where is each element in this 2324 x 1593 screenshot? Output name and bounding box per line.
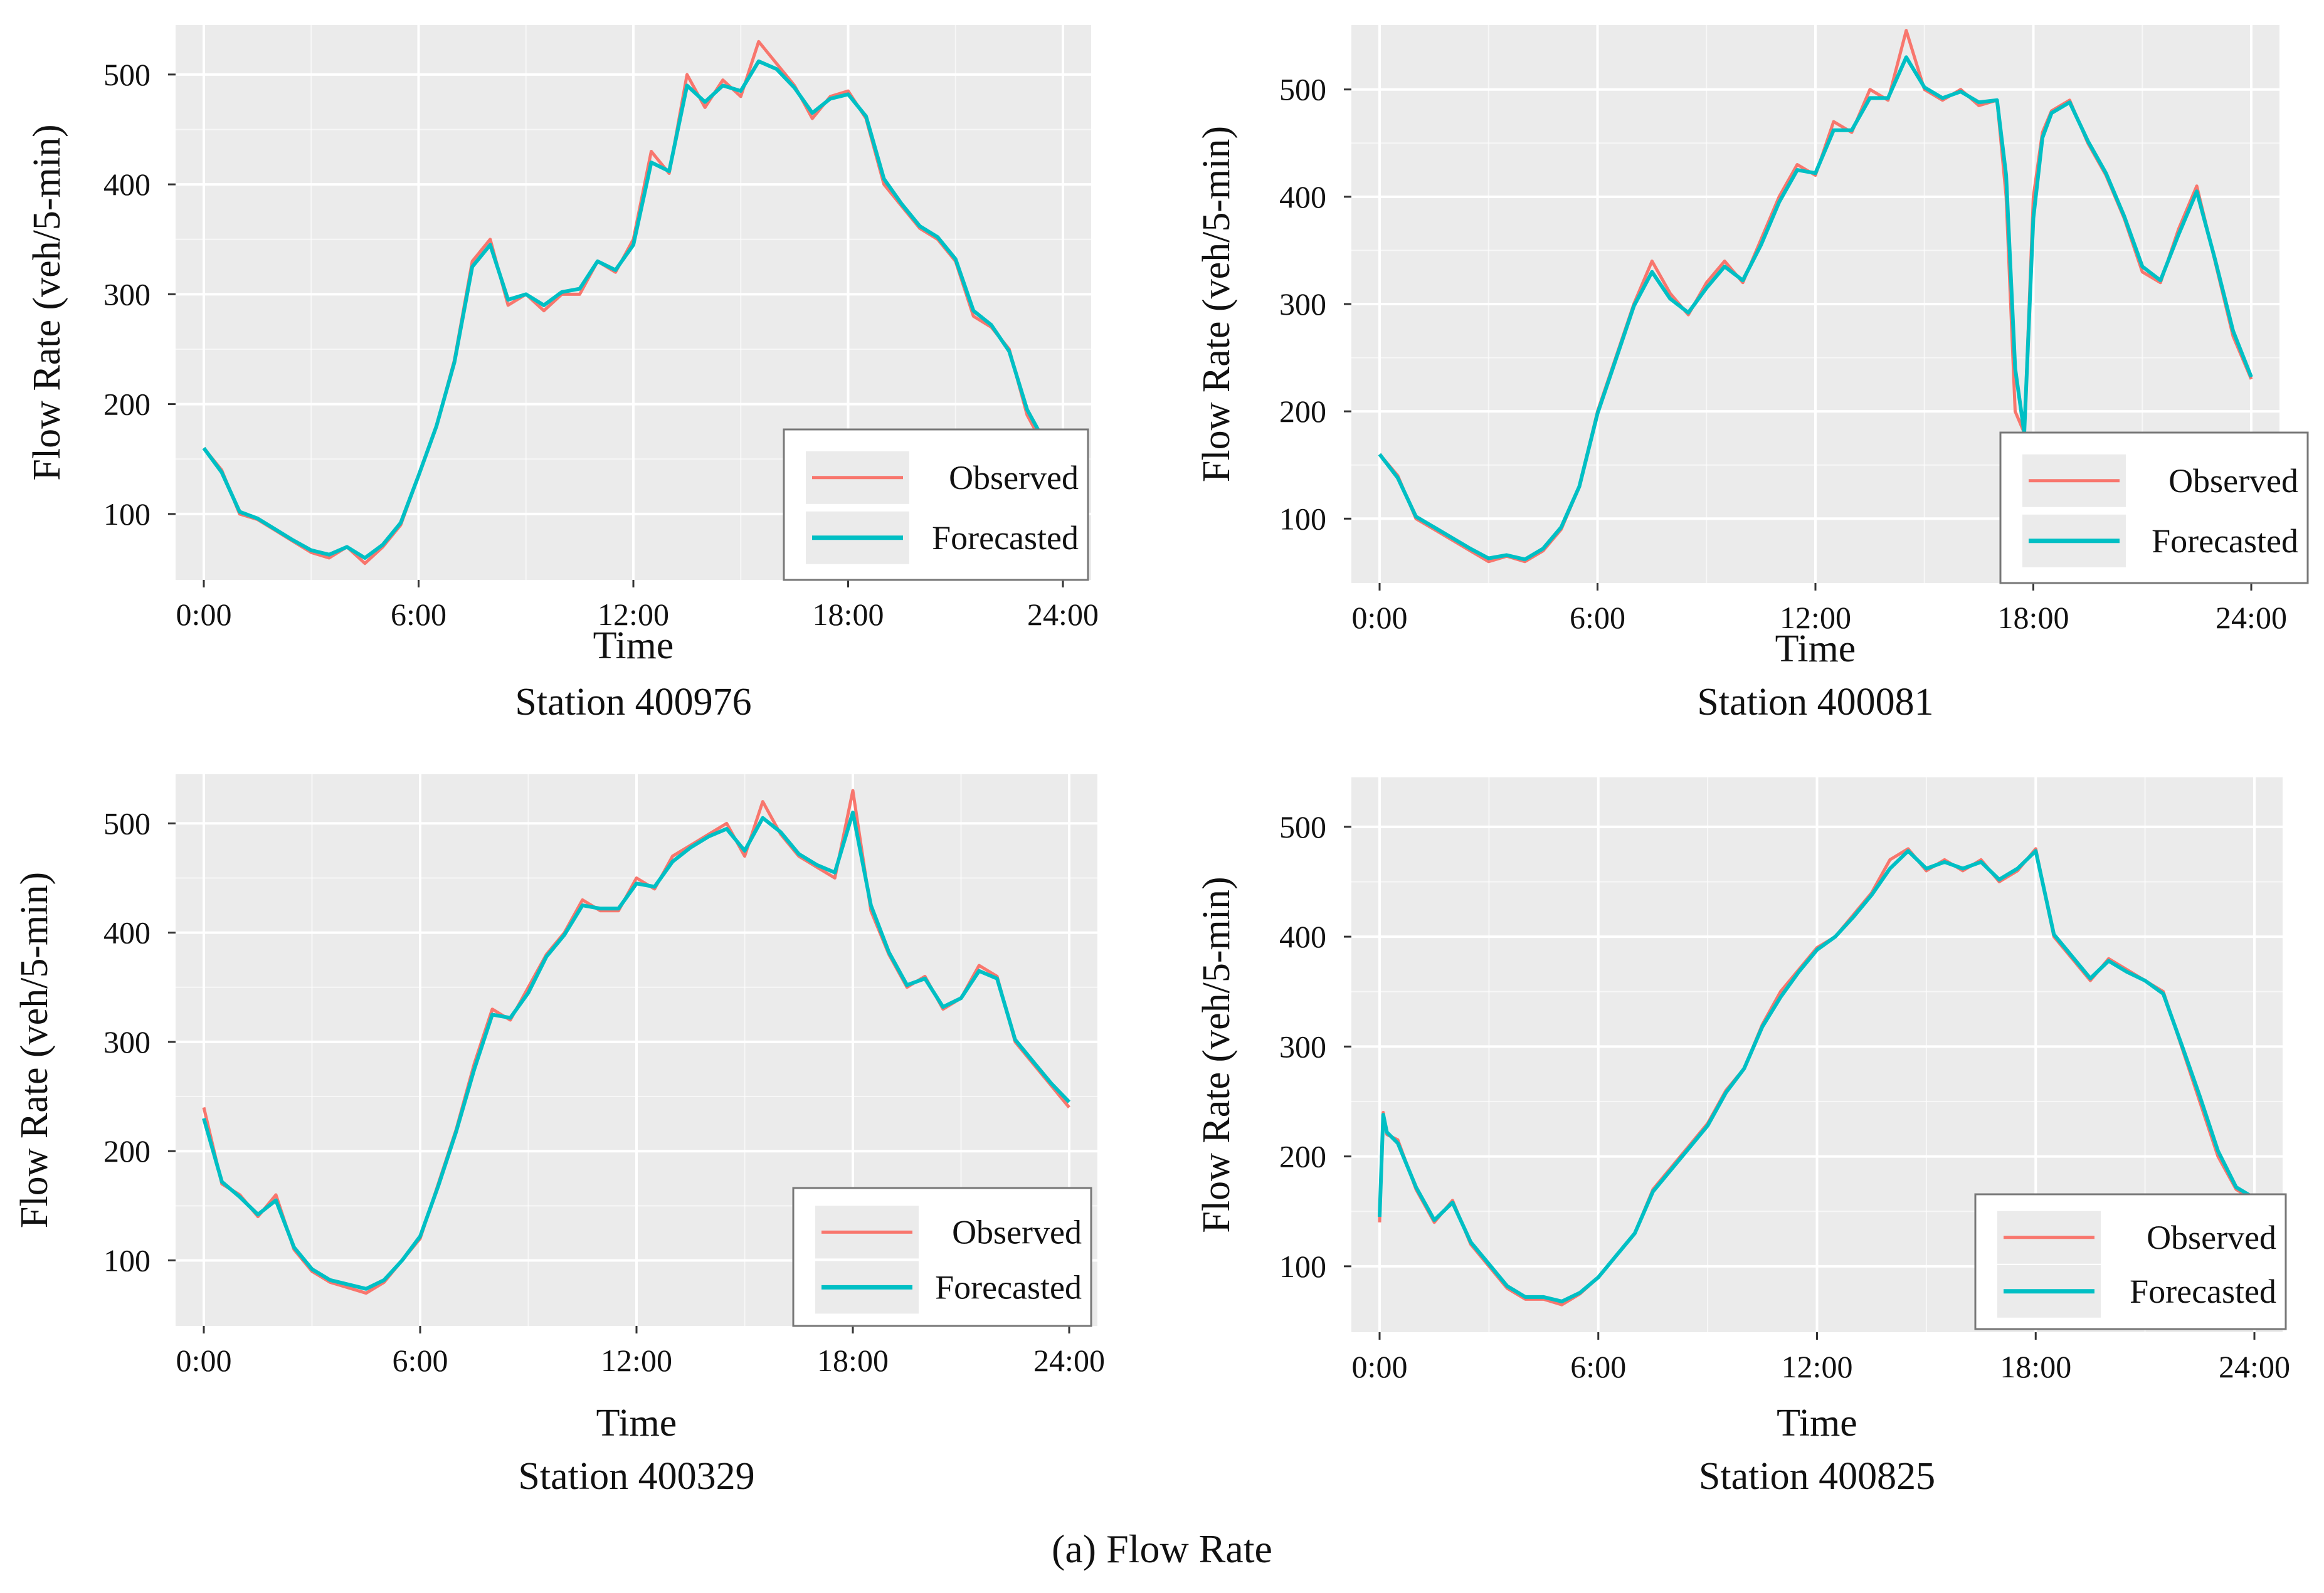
y-tick-label: 500: [1279, 809, 1326, 844]
series-line-forecasted: [1378, 849, 2256, 1303]
x-tick-label: 18:00: [2000, 1349, 2071, 1384]
legend-label-observed: Observed: [2147, 1219, 2276, 1256]
x-tick-label: 24:00: [2216, 600, 2287, 635]
series-line-forecasted: [1378, 55, 2253, 562]
y-tick-label: 400: [103, 167, 151, 202]
legend-label-forecasted: Forecasted: [935, 1268, 1082, 1306]
legend: Observed Forecasted: [783, 428, 1089, 581]
chart-panel-1: 0:00 6:00 12:00 18:00 24:00 100 200 300 400 500 Ti…: [26, 25, 1099, 723]
y-axis-title: Flow Rate (veh/5-min): [26, 124, 68, 480]
x-tick-label: 24:00: [1027, 597, 1099, 632]
y-tick-label: 200: [103, 1133, 151, 1169]
series-line-forecasted: [202, 811, 1071, 1291]
legend-label-forecasted: Forecasted: [2152, 522, 2298, 560]
y-tick-label: 400: [1279, 919, 1326, 954]
x-tick-label: 12:00: [598, 597, 669, 632]
chart-title: Station 400825: [1699, 1455, 1935, 1498]
x-tick-label: 0:00: [176, 597, 232, 632]
x-tick-label: 18:00: [1998, 600, 2069, 635]
chart-panel-4: 0:00 6:00 12:00 18:00 24:00 100 200 300 400 500 Ti…: [1195, 777, 2290, 1498]
x-tick-label: 6:00: [1570, 1349, 1626, 1384]
x-tick-label: 6:00: [391, 597, 446, 632]
y-tick-label: 100: [1279, 501, 1326, 536]
x-axis-title: Time: [596, 1402, 677, 1444]
x-tick-label: 12:00: [1782, 1349, 1853, 1384]
y-tick-label: 200: [1279, 1139, 1326, 1174]
series-line-observed: [202, 789, 1070, 1295]
x-tick-label: 0:00: [1352, 600, 1408, 635]
chart-title: Station 400976: [515, 681, 751, 723]
x-axis-title: Time: [1777, 1402, 1857, 1444]
x-tick-label: 12:00: [1780, 600, 1851, 635]
y-tick-label: 200: [103, 387, 151, 422]
y-tick-label: 100: [1279, 1249, 1326, 1284]
x-tick-label: 18:00: [817, 1343, 889, 1378]
x-tick-label: 24:00: [1033, 1343, 1105, 1378]
x-tick-label: 18:00: [813, 597, 884, 632]
legend-label-forecasted: Forecasted: [2130, 1273, 2276, 1310]
legend-label-observed: Observed: [949, 459, 1079, 497]
x-tick-label: 24:00: [2219, 1349, 2290, 1384]
legend-label-observed: Observed: [2168, 462, 2298, 500]
legend-label-observed: Observed: [952, 1213, 1082, 1251]
series-line-forecasted: [202, 59, 1063, 560]
chart-panel-2: 0:00 6:00 12:00 18:00 24:00 100 200 300 400 500 Ti…: [1195, 25, 2309, 723]
y-tick-label: 300: [103, 276, 151, 312]
y-tick-label: 200: [1279, 394, 1326, 429]
legend-label-forecasted: Forecasted: [932, 519, 1079, 557]
figure-caption: (a) Flow Rate: [1052, 1527, 1272, 1571]
chart-title: Station 400081: [1697, 681, 1933, 723]
y-tick-label: 400: [1279, 179, 1326, 214]
y-tick-label: 300: [103, 1024, 151, 1059]
y-axis-title: Flow Rate (veh/5-min): [1195, 126, 1238, 482]
y-tick-label: 500: [103, 806, 151, 841]
y-tick-label: 300: [1279, 287, 1326, 322]
x-tick-label: 0:00: [1352, 1349, 1408, 1384]
legend: Observed Forecasted: [1999, 431, 2309, 584]
y-tick-label: 100: [103, 497, 151, 532]
chart-title: Station 400329: [518, 1455, 754, 1498]
y-tick-label: 300: [1279, 1029, 1326, 1064]
legend: Observed Forecasted: [1974, 1193, 2287, 1330]
y-tick-label: 100: [103, 1243, 151, 1278]
legend: Observed Forecasted: [792, 1187, 1092, 1327]
y-axis-title: Flow Rate (veh/5-min): [13, 872, 56, 1228]
x-tick-label: 6:00: [1570, 600, 1625, 635]
x-tick-label: 0:00: [176, 1343, 232, 1378]
y-tick-label: 500: [1279, 72, 1326, 107]
x-axis-title: Time: [593, 624, 674, 667]
y-tick-label: 500: [103, 57, 151, 92]
x-tick-label: 12:00: [601, 1343, 672, 1378]
x-axis-title: Time: [1775, 628, 1856, 670]
x-tick-label: 6:00: [393, 1343, 448, 1378]
y-tick-label: 400: [103, 915, 151, 950]
chart-panel-3: 0:00 6:00 12:00 18:00 24:00 100 200 300 400 500 Ti…: [13, 774, 1105, 1498]
y-axis-title: Flow Rate (veh/5-min): [1195, 876, 1238, 1233]
